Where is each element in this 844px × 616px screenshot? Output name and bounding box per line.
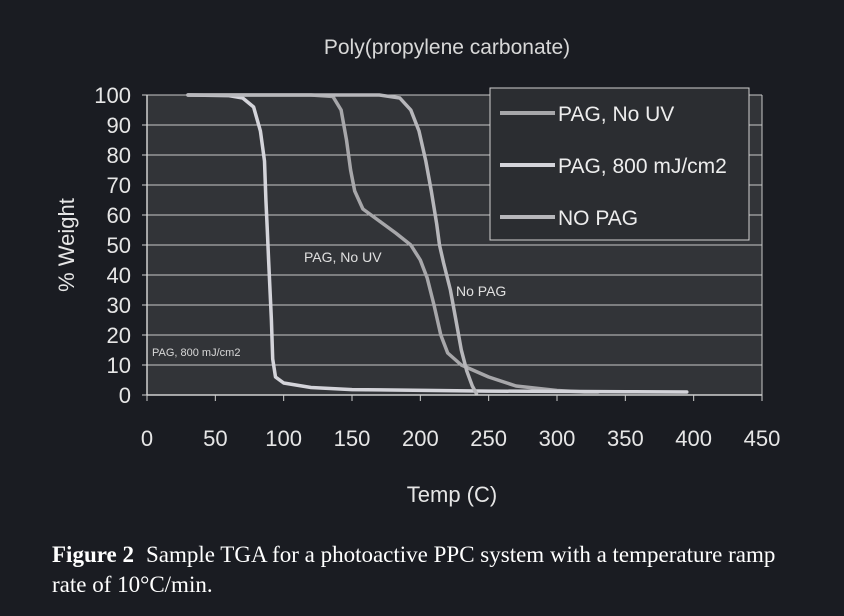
x-tick-label: 300 bbox=[539, 426, 576, 451]
x-axis-label: Temp (C) bbox=[407, 482, 497, 507]
series-line-1 bbox=[186, 93, 689, 394]
x-tick-label: 250 bbox=[470, 426, 507, 451]
chart-title: Poly(propylene carbonate) bbox=[324, 36, 570, 59]
x-tick-label: 200 bbox=[402, 426, 439, 451]
y-tick-labels: 0 10 20 30 40 50 60 70 80 90 100 bbox=[94, 83, 131, 408]
y-tick-label: 0 bbox=[119, 383, 131, 408]
x-tick-labels: 0 50 100 150 200 250 300 350 400 450 bbox=[141, 426, 780, 451]
y-tick-label: 30 bbox=[107, 293, 131, 318]
x-tick-label: 450 bbox=[744, 426, 781, 451]
legend: PAG, No UV PAG, 800 mJ/cm2 NO PAG bbox=[489, 87, 750, 241]
y-tick-label: 80 bbox=[107, 143, 131, 168]
series-line-0 bbox=[186, 93, 600, 394]
series-lines bbox=[186, 93, 689, 396]
annotation-pag-no-uv: PAG, No UV bbox=[304, 249, 382, 265]
annotation-no-pag: No PAG bbox=[456, 283, 506, 299]
x-tick-label: 50 bbox=[203, 426, 227, 451]
legend-label-2: NO PAG bbox=[558, 207, 638, 230]
y-tick-label: 50 bbox=[107, 233, 131, 258]
tga-chart: Poly(propylene carbonate) 0 10 20 30 40 50 60 7… bbox=[54, 36, 780, 507]
y-tick-label: 10 bbox=[107, 353, 131, 378]
annotation-pag-800: PAG, 800 mJ/cm2 bbox=[152, 347, 240, 359]
x-tick-label: 350 bbox=[607, 426, 644, 451]
y-tick-label: 40 bbox=[107, 263, 131, 288]
x-tick-label: 400 bbox=[675, 426, 712, 451]
y-tick-label: 70 bbox=[107, 173, 131, 198]
legend-label-0: PAG, No UV bbox=[558, 103, 674, 126]
caption-label: Figure 2 bbox=[52, 542, 134, 567]
y-tick-label: 20 bbox=[107, 323, 131, 348]
figure-caption: Figure 2 Sample TGA for a photoactive PPC… bbox=[52, 540, 812, 600]
y-tick-label: 60 bbox=[107, 203, 131, 228]
x-tick-label: 150 bbox=[334, 426, 371, 451]
x-tick-label: 100 bbox=[265, 426, 302, 451]
x-tick-label: 0 bbox=[141, 426, 153, 451]
legend-label-1: PAG, 800 mJ/cm2 bbox=[558, 155, 727, 178]
series-line-2 bbox=[186, 93, 479, 396]
y-tick-label: 100 bbox=[94, 83, 131, 108]
y-tick-label: 90 bbox=[107, 113, 131, 138]
caption-text: Sample TGA for a photoactive PPC system … bbox=[52, 542, 776, 597]
y-axis-label: % Weight bbox=[54, 198, 79, 292]
